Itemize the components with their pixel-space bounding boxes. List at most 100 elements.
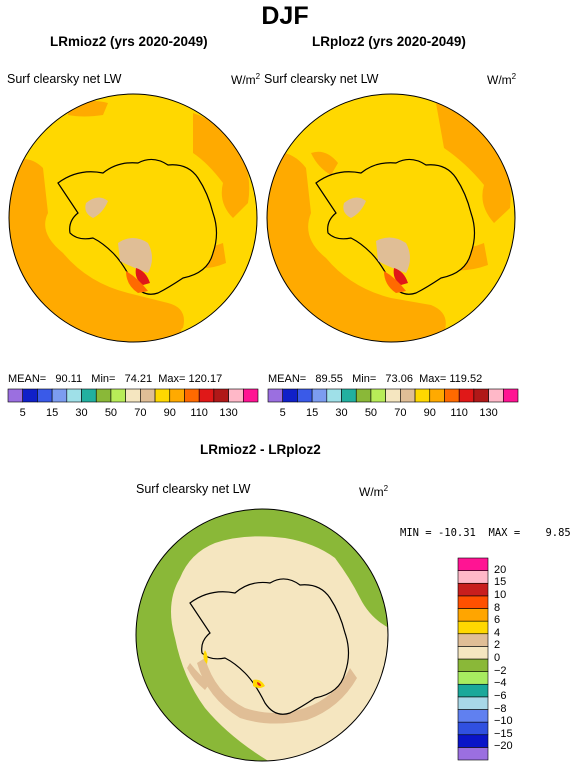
colorbar-tick-label: 5 xyxy=(19,407,26,419)
colorbar-swatch xyxy=(140,388,156,403)
colorbar-tick-label: 30 xyxy=(335,407,348,419)
colorbar-tick-label: 2 xyxy=(494,639,501,652)
units-label-right: W/m2 xyxy=(487,72,517,87)
colorbar-tick-label: 8 xyxy=(494,601,501,614)
colorbar-tick-label: 6 xyxy=(494,614,501,627)
colorbar-swatch xyxy=(457,734,489,748)
colorbar-swatch xyxy=(355,388,372,403)
colorbar-swatch xyxy=(110,388,126,403)
diff-title: LRmioz2 - LRploz2 xyxy=(200,442,321,457)
colorbar-swatch xyxy=(326,388,342,403)
colorbar-tick-label: −2 xyxy=(494,664,507,677)
colorbar-swatch xyxy=(429,388,445,403)
colorbar-left xyxy=(7,388,259,403)
season-title: DJF xyxy=(261,2,309,30)
colorbar-tick-label: 4 xyxy=(494,626,501,639)
stats-left: MEAN= 90.11 Min= 74.21 Max= 120.17 xyxy=(8,373,223,385)
colorbar-swatch xyxy=(385,388,401,403)
colorbar-swatch xyxy=(51,388,68,403)
colorbar-tick-label: 90 xyxy=(423,407,436,419)
map-field-cream xyxy=(210,541,265,557)
colorbar-swatch xyxy=(457,721,489,736)
colorbar-swatch xyxy=(473,388,489,403)
colorbar-swatch xyxy=(198,388,215,403)
colorbar-tick-label: 90 xyxy=(163,407,176,419)
colorbar-tick-label: 130 xyxy=(479,407,498,419)
map-field-tan xyxy=(85,197,108,218)
map-field-tan xyxy=(376,237,410,273)
colorbar-tick-label: 20 xyxy=(494,563,507,576)
colorbar-swatch xyxy=(81,388,97,403)
colorbar-swatch xyxy=(37,388,53,403)
colorbar-tick-label: −4 xyxy=(494,677,507,690)
map-field-red xyxy=(135,268,150,285)
map-field-yellow xyxy=(203,650,208,664)
colorbar-swatch xyxy=(457,747,489,761)
colorbar-tick-label: 50 xyxy=(104,407,118,419)
colorbar-swatch xyxy=(457,683,489,698)
colorbar-tick-label: 110 xyxy=(190,407,208,419)
colorbar-tick-label: 10 xyxy=(494,588,507,601)
colorbar-swatch xyxy=(457,620,489,635)
panel-title-right: LRploz2 (yrs 2020-2049) xyxy=(312,34,466,49)
colorbar-swatch xyxy=(457,696,489,710)
colorbar-swatch xyxy=(311,388,328,403)
map-field-orange xyxy=(9,159,184,342)
colorbar-swatch xyxy=(22,388,38,403)
colorbar-tick-label: 15 xyxy=(45,407,59,419)
colorbar-tick-label: 15 xyxy=(305,407,319,419)
units-label-left: W/m2 xyxy=(231,72,261,87)
colorbar-tick-label: −8 xyxy=(494,702,507,715)
colorbar-swatch xyxy=(457,557,489,571)
colorbar-tick-label: 110 xyxy=(450,407,468,419)
colorbar-swatch xyxy=(242,388,259,403)
polar-map-left xyxy=(8,93,258,343)
colorbar-swatch xyxy=(444,388,460,403)
diff-variable-label: Surf clearsky net LW xyxy=(136,482,251,496)
colorbar-swatch xyxy=(66,388,82,403)
map-field-orange xyxy=(118,308,183,342)
map-field-orange xyxy=(193,113,250,218)
colorbar-swatch xyxy=(297,388,313,403)
colorbar-tick-label: 70 xyxy=(394,407,407,419)
colorbar-swatch xyxy=(457,582,489,597)
colorbar-tick-label: 130 xyxy=(219,407,238,419)
map-field-tan xyxy=(343,197,366,218)
colorbar-swatch xyxy=(341,388,357,403)
variable-label-left: Surf clearsky net LW xyxy=(7,72,122,86)
map-field-tan xyxy=(197,658,357,724)
colorbar-swatch xyxy=(457,570,489,584)
colorbar-swatch xyxy=(400,388,416,403)
map-field-tan xyxy=(187,663,210,690)
colorbar-swatch xyxy=(184,388,200,403)
map-field-orange xyxy=(378,311,442,342)
colorbar-tick-label: −15 xyxy=(494,727,513,740)
colorbar-swatch xyxy=(414,388,431,403)
diff-minmax: MIN = -10.31 MAX = 9.85 xyxy=(400,527,570,539)
colorbar-swatch xyxy=(125,388,141,403)
polar-map-diff xyxy=(135,508,389,762)
map-field-dkorange xyxy=(126,271,148,293)
colorbar-swatch xyxy=(457,633,489,647)
colorbar-swatch xyxy=(267,388,284,403)
panel-title-left: LRmioz2 (yrs 2020-2049) xyxy=(50,34,208,49)
map-field-orange xyxy=(267,152,446,342)
variable-label-right: Surf clearsky net LW xyxy=(264,72,379,86)
map-field-red xyxy=(257,682,261,686)
colorbar-swatch xyxy=(282,388,298,403)
colorbar-swatch xyxy=(457,709,489,723)
colorbar-swatch xyxy=(169,388,185,403)
map-field-orange xyxy=(311,151,338,175)
map-field-dkorange xyxy=(384,271,406,293)
colorbar-swatch xyxy=(228,388,244,403)
colorbar-tick-label: −6 xyxy=(494,689,507,702)
map-field-orange xyxy=(436,103,511,223)
colorbar-swatch xyxy=(457,671,489,685)
map-field-tan xyxy=(118,238,152,273)
antarctica-outline xyxy=(315,158,476,295)
diff-units-label: W/m2 xyxy=(359,484,389,499)
colorbar-swatch xyxy=(457,608,489,622)
colorbar-diff xyxy=(457,557,489,761)
map-field-green xyxy=(335,728,388,761)
colorbar-tick-label: 70 xyxy=(134,407,147,419)
